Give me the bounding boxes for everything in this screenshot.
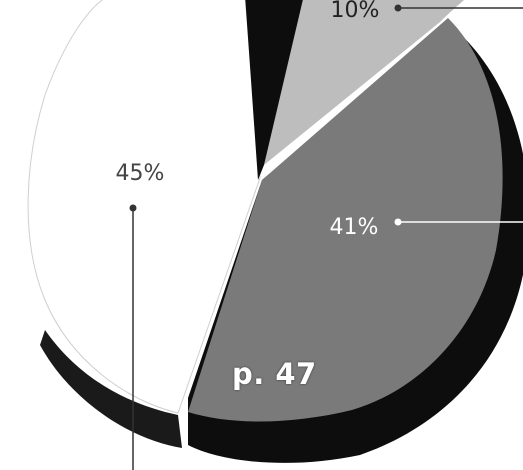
data-label-41pct: 41% <box>330 215 379 240</box>
leader-dot-41pct <box>394 218 402 226</box>
data-label-10pct: 10% <box>331 0 380 23</box>
pie-slice-45pct <box>27 0 261 414</box>
pie-slice-small-black <box>245 0 303 180</box>
leader-dot-10pct <box>394 4 402 12</box>
data-label-45pct: 45% <box>116 161 165 186</box>
leader-dot-45pct <box>129 204 137 212</box>
slice-45-extrusion <box>40 330 182 448</box>
page-number-label: p. 47 <box>232 357 317 391</box>
pie-slice-10pct <box>264 0 465 165</box>
pie-slice-41pct <box>188 18 503 422</box>
